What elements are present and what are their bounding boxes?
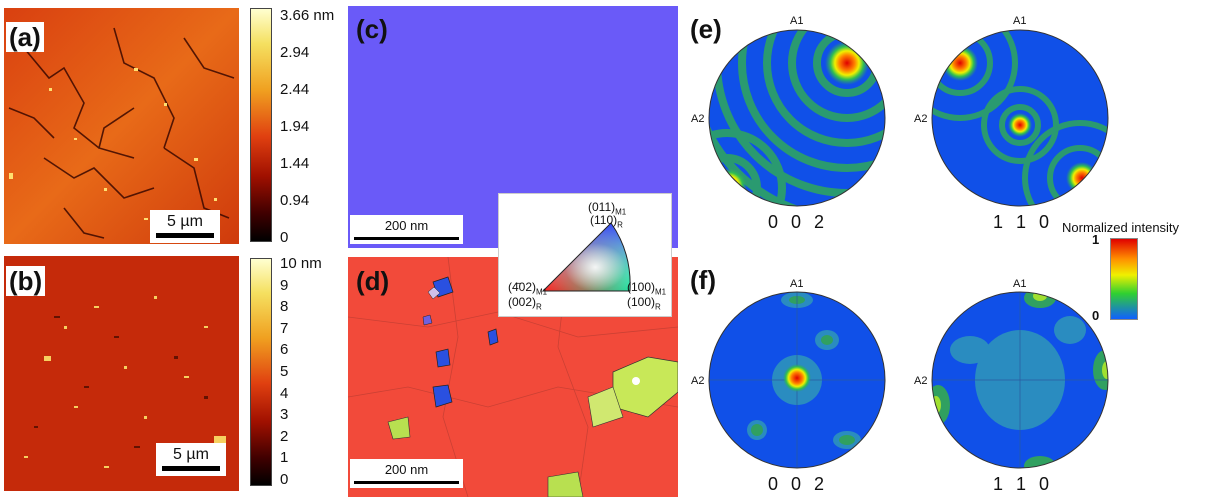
- panel-label-d: (d): [356, 266, 390, 296]
- colorbar-a-tick-label: 1.94: [280, 118, 310, 135]
- colorbar-b-tick-label: 1: [280, 449, 289, 467]
- intensity-max-label: 1: [1092, 232, 1100, 247]
- colorbar-a-tick-label: 2.44: [280, 81, 310, 98]
- scale-bar-b-label: 5 µm: [173, 446, 209, 463]
- axis-a2-label-e1: A2: [691, 113, 705, 125]
- scale-bar-b: 5 µm: [156, 443, 226, 476]
- colorbar-b-tick-label: 5: [280, 363, 289, 380]
- colorbar-a: [250, 8, 272, 242]
- axis-a1-label-e2: A1: [1013, 15, 1027, 27]
- colorbar-b-tick-label: 9: [280, 276, 289, 294]
- hkl-label-f2: 1 1 0: [993, 474, 1054, 494]
- axis-a1-label-f2: A1: [1013, 278, 1027, 290]
- scale-bar-b-line: [162, 466, 220, 471]
- colorbar-a-tick-label: 0.94: [280, 192, 310, 209]
- hkl-label-f1: 0 0 2: [768, 474, 829, 494]
- scale-bar-c-line: [354, 237, 459, 240]
- pole-figure-f-110: [931, 291, 1109, 469]
- scale-bar-a-label: 5 µm: [167, 213, 203, 230]
- intensity-min-label: 0: [1092, 308, 1100, 323]
- panel-label-e: (e): [690, 14, 722, 44]
- scale-bar-d-label: 200 nm: [384, 462, 429, 477]
- colorbar-b-tick-label: 7: [280, 319, 289, 337]
- intensity-colorbar: [1110, 238, 1138, 320]
- axis-a2-label-f1: A2: [691, 375, 705, 387]
- colorbar-b-tick-label: 8: [280, 298, 289, 316]
- hkl-label-e1: 0 0 2: [768, 212, 829, 232]
- panel-label-a: (a): [6, 22, 44, 52]
- ipf-top-label-2: (110)R: [590, 213, 623, 230]
- colorbar-b-tick-label: 3: [280, 406, 289, 424]
- colorbar-b-tick-label: 4: [280, 384, 289, 402]
- ipf-left-label-1: (4̄02)M1: [508, 280, 548, 297]
- pole-figure-e-002: [708, 29, 886, 207]
- colorbar-a-tick-label: 2.94: [280, 44, 310, 61]
- scale-bar-c-label: 200 nm: [384, 218, 429, 233]
- axis-a2-label-e2: A2: [914, 113, 928, 125]
- colorbar-a-tick-label: 3.66 nm: [280, 7, 335, 24]
- intensity-bar-title: Normalized intensity: [1062, 220, 1180, 235]
- colorbar-a-tick-label: 1.44: [280, 155, 310, 172]
- axis-a1-label-f1: A1: [790, 278, 804, 290]
- colorbar-b-tick-label: 6: [280, 341, 289, 359]
- ipf-right-label-1: (100)M1: [627, 280, 667, 297]
- colorbar-a-tick-label: 0: [280, 229, 289, 246]
- pole-figure-e-110: [931, 29, 1109, 207]
- panel-label-c: (c): [356, 14, 388, 44]
- ipf-top-label-1: (011)M1: [588, 200, 627, 217]
- scale-bar-d: 200 nm: [350, 459, 463, 488]
- panel-label-f: (f): [690, 265, 716, 295]
- scale-bar-a: 5 µm: [150, 210, 220, 243]
- ipf-triangle: [541, 222, 631, 292]
- colorbar-b-tick-label: 2: [280, 427, 289, 445]
- axis-a2-label-f2: A2: [914, 375, 928, 387]
- colorbar-b-tick-label: 10 nm: [280, 255, 322, 272]
- panel-label-b: (b): [6, 266, 46, 296]
- ipf-right-label-2: (100)R: [627, 295, 661, 312]
- pole-figure-f-002: [708, 291, 886, 469]
- hkl-label-e2: 1 1 0: [993, 212, 1054, 232]
- ipf-left-label-2: (002)R: [508, 295, 542, 312]
- scale-bar-c: 200 nm: [350, 215, 463, 244]
- colorbar-b-tick-label: 0: [280, 471, 289, 488]
- axis-a1-label-e1: A1: [790, 15, 804, 27]
- scale-bar-a-line: [156, 233, 214, 238]
- colorbar-b: [250, 258, 272, 486]
- scale-bar-d-line: [354, 481, 459, 484]
